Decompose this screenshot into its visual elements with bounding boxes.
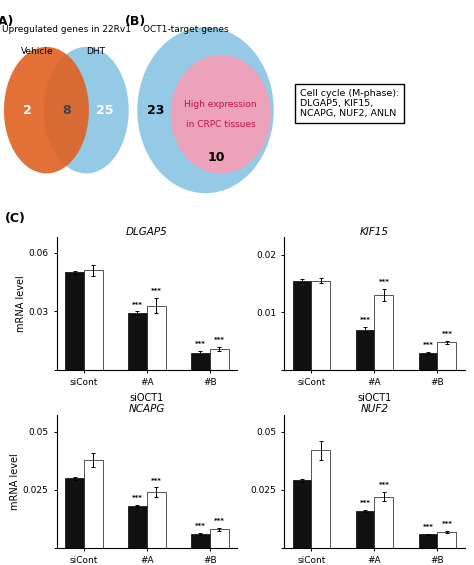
Text: ***: *** (378, 279, 389, 285)
Text: ***: *** (422, 524, 433, 529)
Legend: Vehicle, DHT (10 nM): Vehicle, DHT (10 nM) (472, 239, 474, 263)
X-axis label: siOCT1: siOCT1 (130, 393, 164, 403)
Text: 10: 10 (208, 151, 225, 164)
Text: ***: *** (195, 523, 206, 529)
Bar (356, 511, 374, 548)
Ellipse shape (4, 47, 89, 173)
Bar (191, 353, 210, 370)
Text: OCT1-target genes: OCT1-target genes (143, 25, 228, 34)
Text: (C): (C) (5, 212, 26, 225)
Title: NCAPG: NCAPG (129, 405, 165, 415)
Text: ***: *** (360, 499, 371, 506)
Bar (311, 450, 330, 548)
Bar (311, 281, 330, 370)
Text: ***: *** (360, 318, 371, 323)
Ellipse shape (171, 55, 271, 173)
Text: Upregulated genes in 22Rv1: Upregulated genes in 22Rv1 (2, 25, 131, 34)
Text: High expression: High expression (184, 100, 257, 108)
Bar (210, 349, 229, 370)
Bar (128, 506, 147, 548)
Text: Cell cycle (M-phase):
DLGAP5, KIF15,
NCAPG, NUF2, ANLN: Cell cycle (M-phase): DLGAP5, KIF15, NCA… (300, 89, 399, 119)
Text: ***: *** (132, 495, 143, 501)
Bar (128, 314, 147, 370)
Ellipse shape (137, 27, 274, 193)
Bar (84, 271, 103, 370)
Bar (147, 492, 166, 548)
Text: ***: *** (214, 337, 225, 342)
Text: ***: *** (214, 518, 225, 524)
Text: 23: 23 (147, 103, 164, 117)
Bar (210, 529, 229, 548)
Text: 25: 25 (96, 103, 114, 117)
Text: DHT: DHT (86, 47, 105, 56)
Text: Vehicle: Vehicle (21, 47, 54, 56)
Text: ***: *** (151, 477, 162, 484)
Bar (419, 353, 438, 370)
Text: ***: *** (195, 341, 206, 347)
Title: DLGAP5: DLGAP5 (126, 227, 168, 237)
Text: ***: *** (422, 342, 433, 347)
Bar (374, 295, 393, 370)
Y-axis label: mRNA level: mRNA level (16, 275, 26, 332)
Text: (B): (B) (125, 15, 146, 28)
Text: in CRPC tissues: in CRPC tissues (186, 120, 255, 128)
Bar (147, 306, 166, 370)
Bar (191, 534, 210, 548)
Text: 8: 8 (62, 103, 71, 117)
Bar (292, 480, 311, 548)
Bar (356, 329, 374, 370)
Title: NUF2: NUF2 (360, 405, 389, 415)
Bar (419, 534, 438, 548)
Bar (292, 281, 311, 370)
Bar (65, 272, 84, 370)
Bar (84, 459, 103, 548)
Ellipse shape (44, 47, 129, 173)
Text: ***: *** (441, 521, 452, 527)
Bar (374, 497, 393, 548)
Text: ***: *** (441, 331, 452, 337)
Bar (438, 342, 456, 370)
Bar (438, 532, 456, 548)
Text: ***: *** (132, 302, 143, 307)
Title: KIF15: KIF15 (360, 227, 389, 237)
Text: ***: *** (151, 288, 162, 294)
Text: (A): (A) (0, 15, 15, 28)
X-axis label: siOCT1: siOCT1 (357, 393, 392, 403)
Y-axis label: mRNA level: mRNA level (10, 453, 20, 510)
Bar (65, 478, 84, 548)
Text: ***: *** (378, 482, 389, 488)
Text: 2: 2 (24, 103, 32, 117)
